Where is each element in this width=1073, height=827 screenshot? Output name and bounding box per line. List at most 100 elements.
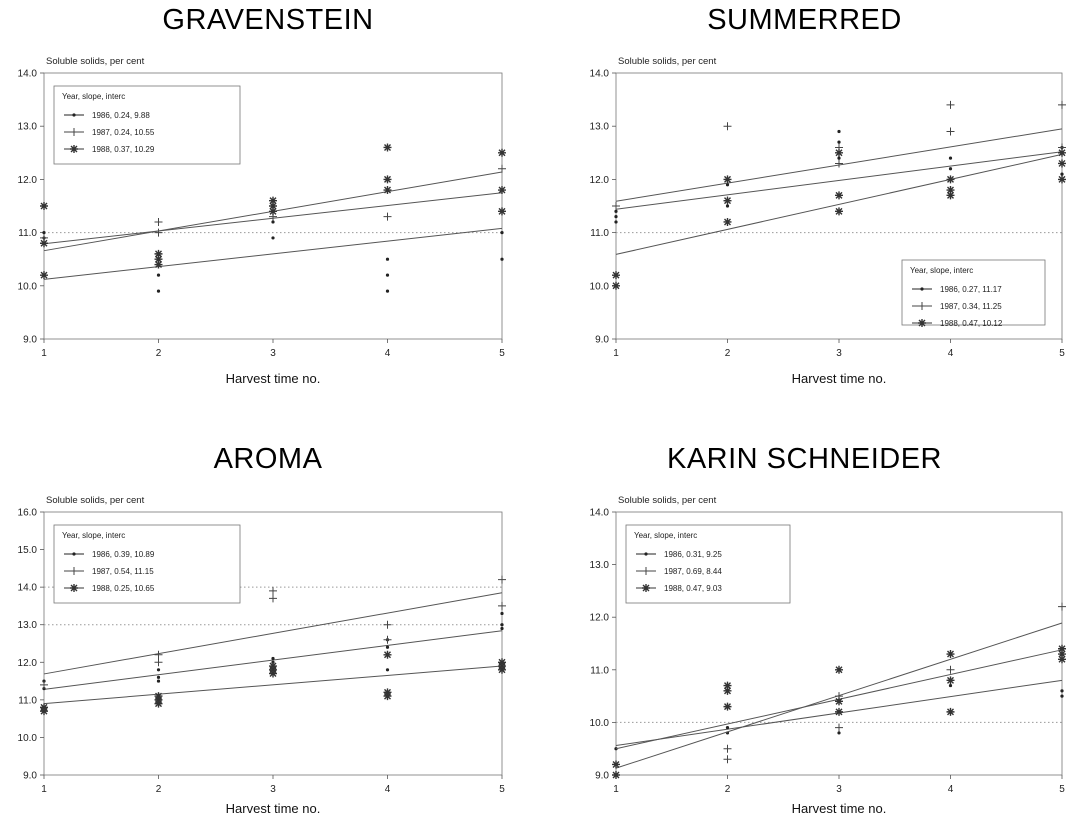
data-point	[837, 731, 841, 735]
data-point	[1058, 100, 1066, 109]
y-tick-label: 14.0	[590, 69, 610, 80]
legend-marker	[70, 145, 78, 153]
legend-marker	[920, 287, 924, 291]
chart-title: GRAVENSTEIN	[162, 4, 374, 36]
data-point	[156, 675, 161, 679]
data-point	[946, 186, 955, 195]
chart-title: SUMMERRED	[707, 4, 902, 36]
chart-panel-gravenstein: GRAVENSTEIN 9.0 10.0 11.0 12.0 13.0 14.0 1 2 3 4 5…	[0, 0, 536, 411]
data-point	[1060, 689, 1064, 693]
data-point	[385, 289, 390, 293]
regression-line	[43, 665, 503, 705]
data-point	[723, 196, 732, 205]
data-point	[154, 249, 163, 258]
regression-line	[615, 151, 1063, 210]
legend-entry: 1986, 0.39, 10.89	[92, 550, 155, 559]
data-point	[271, 220, 275, 224]
data-point	[40, 271, 48, 280]
x-tick-label: 5	[499, 784, 505, 795]
y-tick-label: 13.0	[590, 122, 610, 133]
data-point	[723, 755, 732, 764]
legend-entry: 1987, 0.54, 11.15	[92, 567, 154, 576]
legend-box	[625, 524, 791, 604]
data-point	[723, 681, 732, 690]
legend-marker	[72, 113, 76, 117]
data-point	[498, 164, 506, 173]
data-point	[723, 175, 732, 184]
data-point	[154, 658, 163, 667]
x-tick-label: 3	[270, 348, 276, 359]
x-tick-label: 4	[385, 784, 391, 795]
x-tick-label: 5	[1059, 784, 1065, 795]
data-point	[40, 202, 48, 210]
y-axis-label: Soluble solids, per cent	[618, 56, 717, 67]
legend-box	[53, 85, 241, 165]
data-point	[156, 668, 161, 672]
legend-marker	[642, 567, 650, 575]
data-point	[40, 680, 48, 689]
y-tick-label: 9.0	[23, 771, 37, 782]
regression-line	[43, 592, 503, 675]
y-tick-label: 14.0	[18, 583, 38, 594]
x-axis-label: Harvest time no.	[226, 371, 321, 386]
data-point	[612, 281, 620, 290]
x-tick-label: 2	[725, 348, 731, 359]
y-tick-label: 10.0	[18, 733, 38, 744]
data-point	[385, 257, 390, 261]
data-point	[946, 100, 955, 109]
data-point	[1058, 175, 1066, 184]
y-tick-label: 11.0	[18, 695, 37, 706]
y-axis-label: Soluble solids, per cent	[46, 495, 145, 506]
data-point	[723, 122, 732, 131]
data-point	[1058, 148, 1066, 157]
y-tick-label: 14.0	[590, 508, 610, 519]
data-point	[723, 702, 732, 711]
x-tick-label: 3	[836, 784, 842, 795]
data-point	[612, 271, 620, 280]
x-tick-label: 1	[613, 348, 619, 359]
legend-box	[901, 259, 1046, 326]
legend-box	[53, 524, 241, 604]
y-tick-label: 10.0	[590, 281, 610, 292]
data-point	[1058, 602, 1066, 611]
data-point	[1060, 694, 1064, 698]
data-point	[614, 220, 618, 224]
data-point	[42, 231, 46, 235]
data-point	[835, 207, 843, 216]
regression-line	[615, 153, 1063, 255]
y-tick-label: 16.0	[18, 508, 38, 519]
legend-entry: 1986, 0.27, 11.17	[940, 285, 1002, 294]
legend-entry: 1988, 0.25, 10.65	[92, 584, 155, 593]
data-point	[269, 586, 277, 595]
x-tick-label: 4	[385, 348, 391, 359]
legend-marker	[72, 552, 76, 556]
legend-title: Year, slope, interc	[62, 92, 125, 101]
chart-panel-aroma: AROMA 9.0 10.0 11.0 12.0 13.0 14.0 15.0 16.0 1 2 3…	[0, 411, 536, 822]
data-point	[612, 760, 620, 769]
x-axis-label: Harvest time no.	[226, 801, 321, 816]
data-point	[383, 688, 392, 697]
x-tick-label: 2	[156, 784, 162, 795]
data-point	[154, 228, 163, 237]
data-point	[154, 217, 163, 226]
x-tick-label: 1	[41, 784, 47, 795]
data-point	[500, 623, 504, 627]
y-tick-label: 13.0	[18, 122, 38, 133]
data-point	[383, 620, 392, 629]
data-point	[269, 662, 277, 671]
data-point	[271, 656, 275, 661]
legend-entry: 1987, 0.69, 8.44	[664, 567, 722, 576]
data-point	[154, 650, 163, 659]
data-point	[498, 186, 506, 195]
chart-svg: 9.0 10.0 11.0 12.0 13.0 14.0 1 2 3 4 5 Soluble soli…	[18, 56, 506, 386]
x-tick-label: 4	[948, 784, 954, 795]
data-point	[383, 175, 392, 184]
y-axis-label: Soluble solids, per cent	[46, 56, 145, 67]
data-point	[156, 273, 161, 277]
data-point	[946, 127, 955, 136]
data-point	[156, 679, 161, 683]
data-point	[948, 156, 953, 160]
chart-panel-karin-schneider: KARIN SCHNEIDER 9.0 10.0 11.0 12.0 13.0 14.0 1…	[536, 411, 1073, 822]
legend-entry: 1988, 0.47, 10.12	[940, 319, 1003, 328]
data-point	[835, 159, 843, 168]
